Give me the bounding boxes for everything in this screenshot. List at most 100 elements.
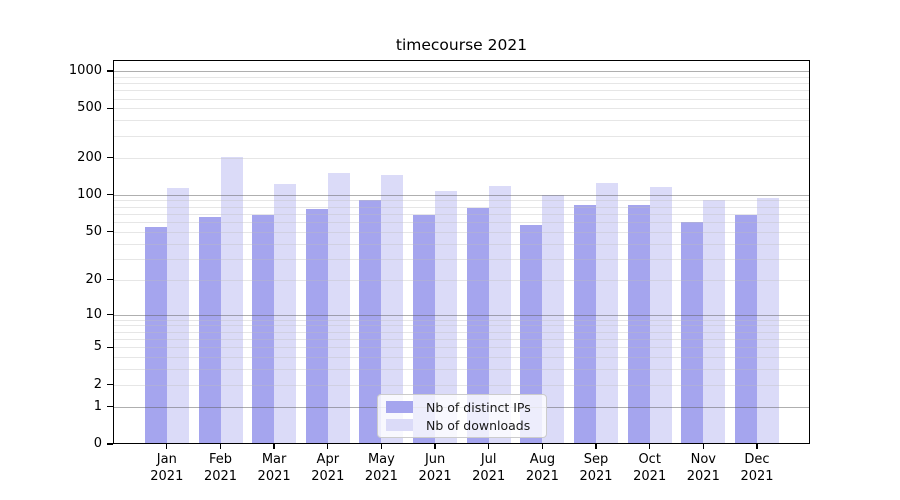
bar-nb-of-downloads-mar	[274, 183, 297, 444]
x-tick-label-may: May 2021	[364, 452, 398, 484]
gridline-minor-4	[114, 357, 809, 359]
x-tick-label-jul: Jul 2021	[472, 452, 506, 484]
legend-label-distinct-ips: Nb of distinct IPs	[426, 399, 531, 415]
x-tick-label-dec: Dec 2021	[740, 452, 774, 484]
x-tick-aug	[541, 444, 544, 449]
x-tick-may	[380, 444, 383, 449]
gridline-minor-90	[114, 200, 809, 202]
y-tick-label-500: 500	[77, 100, 102, 116]
bar-nb-of-distinct-ips-feb	[198, 216, 221, 444]
bar-nb-of-distinct-ips-aug	[520, 224, 543, 444]
gridline-minor-8	[114, 325, 809, 327]
bar-nb-of-downloads-jun	[435, 190, 458, 444]
x-tick-mar	[273, 444, 275, 449]
plot-frame	[113, 60, 810, 444]
x-tick-label-mar: Mar 2021	[257, 452, 291, 484]
x-tick-feb	[219, 444, 222, 449]
gridline-minor-5	[114, 347, 809, 349]
bar-nb-of-downloads-may	[381, 174, 404, 444]
x-tick-label-aug: Aug 2021	[525, 452, 559, 484]
y-tick-label-10: 10	[85, 306, 102, 322]
bar-nb-of-distinct-ips-nov	[681, 222, 704, 444]
x-tick-label-jan: Jan 2021	[150, 452, 184, 484]
gridline-major-100	[114, 194, 809, 196]
y-tick-label-200: 200	[77, 149, 102, 165]
x-tick-label-feb: Feb 2021	[203, 452, 238, 484]
bar-nb-of-downloads-aug	[542, 195, 565, 444]
x-tick-label-apr: Apr 2021	[311, 452, 345, 484]
gridline-minor-700	[114, 90, 809, 92]
x-tick-label-oct: Oct 2021	[633, 452, 667, 484]
bar-nb-of-distinct-ips-sep	[574, 204, 596, 444]
gridline-minor-200	[114, 157, 809, 159]
x-tick-jan	[166, 444, 168, 449]
gridline-minor-30	[114, 258, 809, 260]
gridline-major-1000	[114, 70, 809, 72]
legend-row-downloads: Nb of downloads	[386, 418, 538, 433]
legend: Nb of distinct IPs Nb of downloads	[377, 394, 547, 438]
y-tick-0	[107, 443, 113, 445]
gridline-minor-3	[114, 369, 809, 371]
y-tick-label-1: 1	[93, 398, 102, 414]
y-tick-100	[107, 194, 113, 196]
bar-nb-of-distinct-ips-dec	[735, 215, 757, 444]
x-tick-sep	[595, 444, 597, 449]
x-tick-apr	[327, 444, 329, 449]
gridline-minor-50	[114, 231, 809, 233]
gridline-minor-2	[114, 384, 809, 386]
gridline-minor-40	[114, 243, 809, 245]
x-tick-oct	[649, 444, 651, 449]
bar-nb-of-downloads-sep	[596, 183, 618, 444]
y-tick-1	[107, 405, 113, 408]
bar-nb-of-downloads-dec	[757, 198, 779, 444]
y-tick-2	[107, 384, 113, 386]
x-tick-label-jun: Jun 2021	[418, 452, 452, 484]
x-tick-jul	[488, 444, 490, 449]
gridline-minor-400	[114, 120, 809, 122]
bar-nb-of-distinct-ips-mar	[252, 214, 275, 444]
gridline-minor-900	[114, 76, 809, 78]
y-tick-label-50: 50	[85, 223, 102, 239]
x-tick-jun	[434, 444, 436, 449]
bar-nb-of-downloads-feb	[220, 157, 243, 444]
legend-swatch-downloads	[386, 419, 413, 431]
gridline-minor-800	[114, 83, 809, 84]
gridline-major-10	[114, 314, 809, 316]
gridline-minor-70	[114, 213, 809, 215]
bar-nb-of-downloads-jan	[166, 188, 189, 444]
bar-nb-of-distinct-ips-oct	[627, 204, 650, 444]
y-tick-200	[107, 156, 113, 159]
legend-swatch-distinct-ips	[386, 401, 413, 413]
gridline-minor-6	[114, 338, 809, 340]
gridline-minor-500	[114, 108, 809, 110]
gridline-minor-300	[114, 135, 809, 137]
y-tick-label-100: 100	[77, 186, 102, 202]
gridline-minor-80	[114, 206, 809, 208]
x-tick-nov	[702, 444, 704, 449]
gridline-minor-7	[114, 331, 809, 333]
bar-nb-of-distinct-ips-jul	[466, 208, 489, 444]
x-tick-dec	[756, 444, 758, 449]
x-tick-label-sep: Sep 2021	[579, 452, 613, 484]
gridline-minor-20	[114, 279, 809, 281]
y-tick-label-5: 5	[93, 339, 102, 355]
x-tick-label-nov: Nov 2021	[686, 452, 720, 484]
legend-label-downloads: Nb of downloads	[426, 417, 531, 433]
y-tick-label-0: 0	[93, 436, 102, 451]
bar-nb-of-distinct-ips-apr	[305, 209, 328, 444]
gridline-minor-600	[114, 98, 809, 100]
legend-row-distinct-ips: Nb of distinct IPs	[386, 400, 538, 415]
y-tick-20	[107, 278, 113, 281]
y-tick-label-1000: 1000	[68, 62, 102, 78]
y-tick-50	[107, 231, 113, 233]
bar-nb-of-distinct-ips-jun	[413, 214, 436, 444]
bar-nb-of-distinct-ips-may	[359, 200, 382, 444]
y-tick-label-2: 2	[93, 376, 102, 392]
bar-nb-of-downloads-apr	[327, 173, 350, 444]
y-tick-10	[107, 313, 113, 316]
chart-title: timecourse 2021	[395, 36, 528, 54]
y-tick-label-20: 20	[85, 271, 102, 287]
bar-nb-of-distinct-ips-jan	[144, 226, 167, 444]
gridline-minor-9	[114, 319, 809, 321]
